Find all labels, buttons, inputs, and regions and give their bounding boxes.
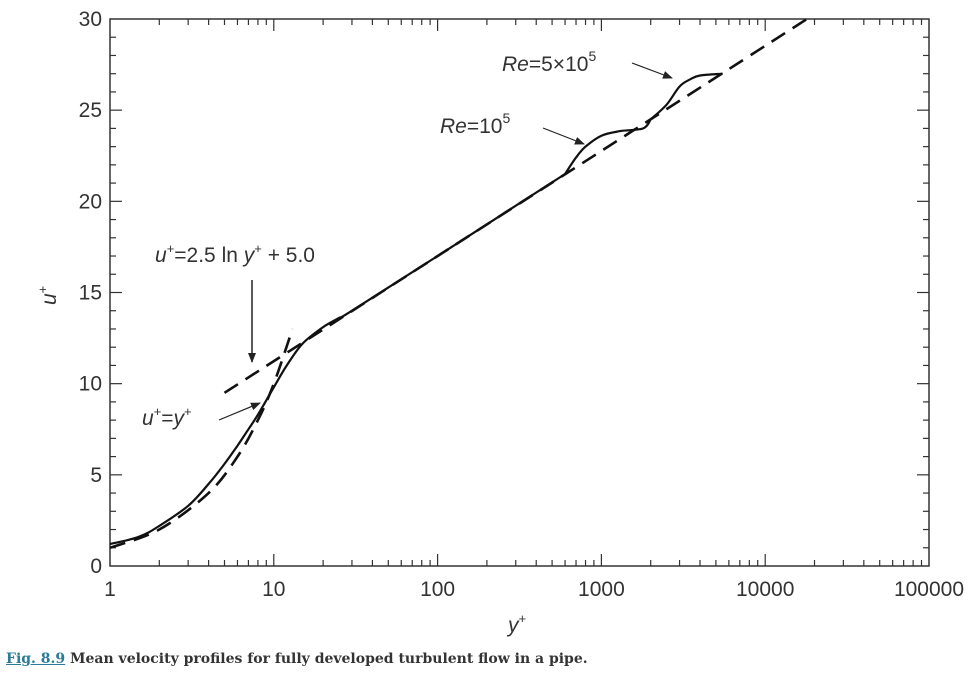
series-line-1: [564, 118, 652, 175]
re-5e5-arrow: [631, 62, 673, 79]
x-tick-label: 1000: [578, 578, 625, 601]
y-tick-label: 15: [79, 282, 102, 305]
series-line-3: [109, 328, 294, 550]
x-tick-label: 10: [262, 578, 285, 601]
y-tick-label: 0: [90, 555, 102, 578]
y-tick-label: 5: [90, 464, 102, 487]
y-tick-label: 20: [79, 190, 102, 213]
re-5e5-label: Re=5×105: [502, 48, 596, 76]
plot-frame: [109, 18, 930, 567]
linear-law-label: u+=y+: [142, 404, 192, 430]
x-tick-label: 1: [104, 578, 116, 601]
x-tick-label: 10000: [736, 578, 794, 601]
re-1e5-arrow: [542, 127, 585, 145]
x-tick-label: 100: [420, 578, 455, 601]
figure-link[interactable]: Fig. 8.9: [6, 651, 66, 667]
log-law-label: u+=2.5 ln y+ + 5.0: [155, 241, 315, 267]
velocity-profile-chart: 1 10 100 1000 10000 100000 0 5 10 15 20 25 30 u+=2.5…: [35, 8, 964, 637]
y-axis-label: u+: [35, 286, 61, 305]
y-tick-label: 30: [79, 8, 102, 31]
y-tick-label: 10: [79, 373, 102, 396]
y-tick-label: 25: [79, 99, 102, 122]
x-axis-label: y+: [506, 611, 526, 637]
series-line-0: [109, 173, 566, 546]
figure-caption: Fig. 8.9 Mean velocity profiles for full…: [6, 651, 588, 667]
series-line-2: [649, 72, 723, 121]
x-tick-label: 100000: [894, 578, 964, 601]
caption-text: Mean velocity profiles for fully develop…: [65, 651, 588, 667]
linear-law-arrow: [218, 402, 261, 421]
re-1e5-label: Re=105: [440, 110, 510, 138]
